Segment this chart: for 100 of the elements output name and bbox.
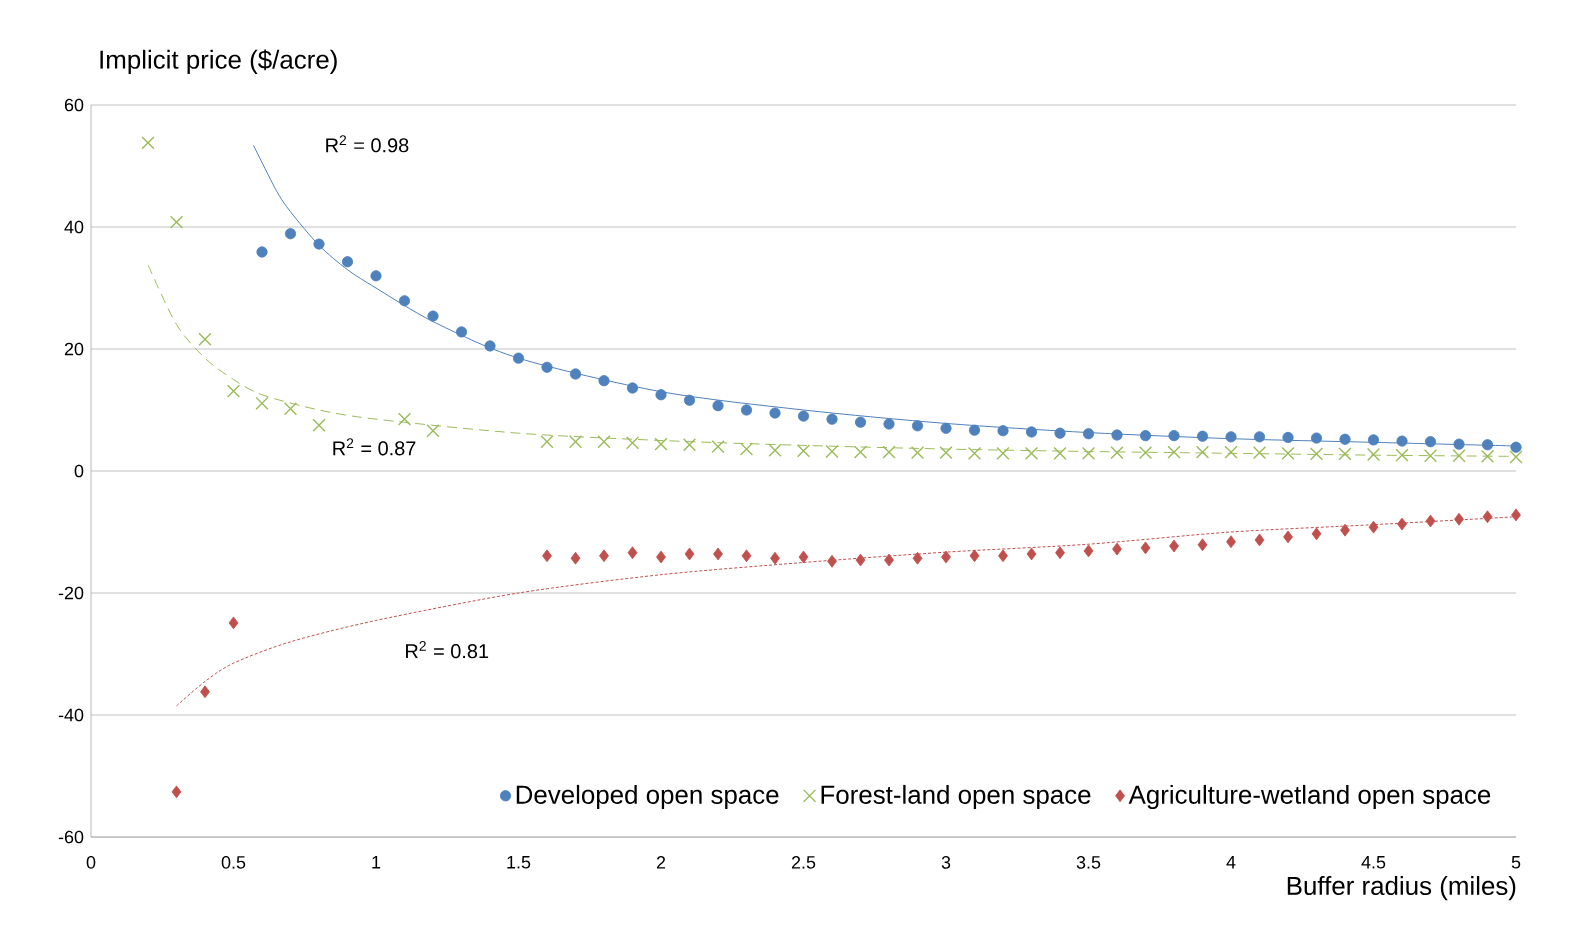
point xyxy=(883,418,895,430)
point xyxy=(1282,431,1294,444)
x-tick-label: 4 xyxy=(1226,856,1236,869)
point xyxy=(1167,445,1181,459)
point xyxy=(854,416,867,428)
point xyxy=(796,444,811,458)
point xyxy=(1168,430,1180,442)
x-tick-label: 4.5 xyxy=(1361,856,1386,869)
point xyxy=(1226,535,1236,549)
point xyxy=(1140,541,1151,555)
point xyxy=(484,340,496,352)
point xyxy=(141,136,155,150)
point xyxy=(1195,445,1210,459)
point xyxy=(855,553,866,567)
point xyxy=(1480,449,1495,463)
point xyxy=(1423,449,1438,463)
point xyxy=(997,425,1009,437)
y-tick-label: 20 xyxy=(64,342,84,356)
point xyxy=(255,396,269,410)
point xyxy=(1509,450,1523,464)
x-tick-label: 2 xyxy=(656,856,666,869)
point xyxy=(768,443,782,457)
point xyxy=(825,444,839,459)
point xyxy=(769,407,781,419)
point xyxy=(542,549,552,563)
point xyxy=(1055,546,1065,560)
point xyxy=(1111,429,1123,441)
point xyxy=(570,551,581,565)
x-tick-label: 1.5 xyxy=(507,856,531,869)
point xyxy=(1453,438,1465,450)
y-axis-title: Implicit price ($/acre) xyxy=(100,49,337,74)
point xyxy=(597,435,611,449)
legend-label: Agriculture-wetland open space xyxy=(1128,784,1491,810)
point xyxy=(741,549,752,563)
y-tick-label: -20 xyxy=(58,586,84,600)
point xyxy=(1254,533,1265,547)
point xyxy=(853,445,868,459)
point xyxy=(1367,434,1380,446)
point xyxy=(969,549,980,563)
point xyxy=(998,549,1008,563)
x-axis-title: Buffer radius (miles) xyxy=(1287,876,1516,901)
point xyxy=(712,400,724,412)
point xyxy=(1366,447,1381,462)
point xyxy=(1425,514,1436,528)
point xyxy=(967,446,982,460)
point xyxy=(912,551,923,565)
annotation: R$^{2}$ = 0.87 xyxy=(333,438,416,456)
legend-label: Forest-land open space xyxy=(821,784,1091,810)
point xyxy=(1309,447,1324,461)
point xyxy=(427,310,439,322)
point xyxy=(1397,517,1407,531)
point xyxy=(198,332,212,346)
legend-label: Developed open space xyxy=(516,784,779,810)
point xyxy=(911,420,924,432)
point xyxy=(1310,432,1323,444)
point xyxy=(1110,446,1124,460)
point xyxy=(1081,446,1096,460)
point xyxy=(568,435,583,449)
x-tick-label: 1 xyxy=(372,856,381,869)
point xyxy=(1454,512,1464,526)
point xyxy=(770,551,780,565)
point xyxy=(627,546,638,560)
point xyxy=(455,326,468,338)
point xyxy=(1252,446,1267,460)
point xyxy=(740,404,753,416)
y-tick-label: -60 xyxy=(58,830,84,844)
point xyxy=(426,424,440,438)
point xyxy=(1338,447,1352,461)
point xyxy=(713,547,723,561)
point xyxy=(625,436,640,450)
x-tick-label: 5 xyxy=(1511,856,1521,869)
point xyxy=(200,685,210,699)
point xyxy=(996,446,1010,460)
point xyxy=(540,435,554,449)
point xyxy=(827,554,837,568)
point xyxy=(655,389,667,401)
annotation: R$^{2}$ = 0.98 xyxy=(326,135,409,153)
point xyxy=(228,616,239,630)
x-tick-label: 0 xyxy=(86,856,96,869)
y-tick-label: 60 xyxy=(64,98,84,112)
point xyxy=(682,438,697,452)
y-tick-label: 40 xyxy=(64,220,84,234)
point xyxy=(1339,433,1351,445)
point xyxy=(941,550,951,564)
point xyxy=(1396,435,1408,447)
point xyxy=(1510,441,1522,453)
point xyxy=(1424,436,1437,448)
point xyxy=(1139,430,1152,442)
point xyxy=(1224,445,1238,459)
point xyxy=(541,361,553,373)
point xyxy=(1340,523,1350,537)
point xyxy=(397,412,412,426)
point xyxy=(884,553,894,567)
x-tick-label: 3.5 xyxy=(1076,856,1101,869)
point xyxy=(1053,446,1067,460)
point xyxy=(798,550,809,564)
point xyxy=(1054,427,1066,439)
point xyxy=(797,410,810,422)
point xyxy=(654,437,668,451)
point xyxy=(1083,544,1094,558)
